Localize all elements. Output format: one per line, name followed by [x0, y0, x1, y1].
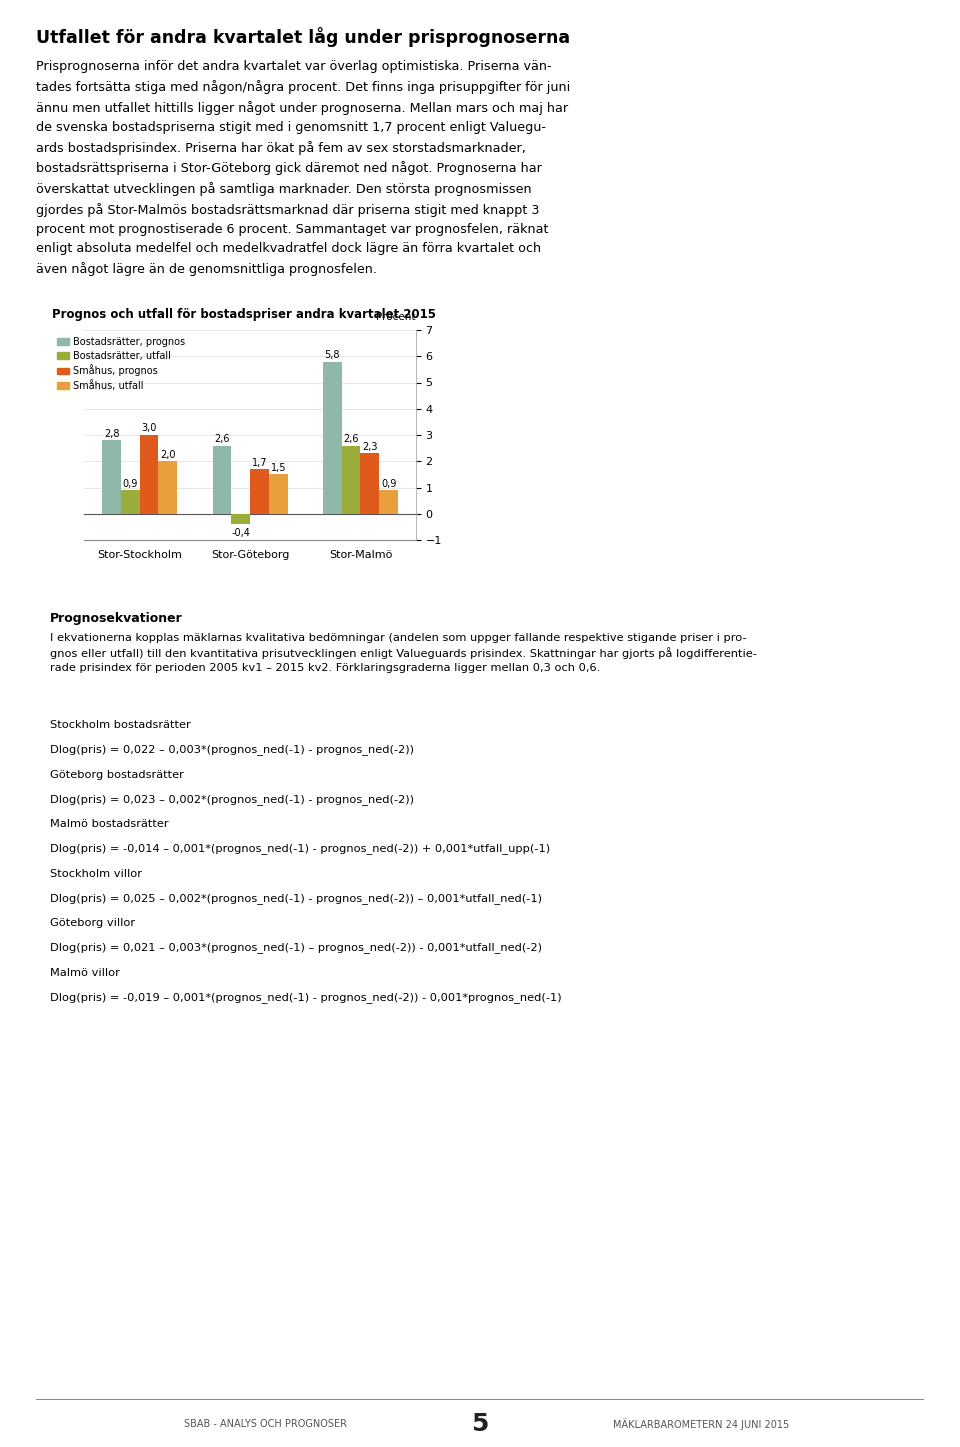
Text: Dlog(pris) = 0,022 – 0,003*(prognos_ned(-1) - prognos_ned(-2)): Dlog(pris) = 0,022 – 0,003*(prognos_ned(… [50, 744, 414, 755]
Bar [323, 362, 342, 514]
Bar [231, 514, 250, 524]
Text: 2,3: 2,3 [362, 441, 377, 451]
Text: 2,8: 2,8 [104, 428, 119, 438]
Text: Dlog(pris) = 0,025 – 0,002*(prognos_ned(-1) - prognos_ned(-2)) – 0,001*utfall_ne: Dlog(pris) = 0,025 – 0,002*(prognos_ned(… [50, 893, 541, 903]
Text: 1,5: 1,5 [271, 463, 286, 473]
Bar [121, 491, 139, 514]
Text: 2,0: 2,0 [160, 450, 176, 460]
Text: Stockholm villor: Stockholm villor [50, 870, 142, 878]
Text: 0,9: 0,9 [123, 479, 138, 489]
Text: 0,9: 0,9 [381, 479, 396, 489]
Text: I ekvationerna kopplas mäklarnas kvalitativa bedömningar (andelen som uppger fal: I ekvationerna kopplas mäklarnas kvalita… [50, 632, 756, 673]
Text: Dlog(pris) = -0,019 – 0,001*(prognos_ned(-1) - prognos_ned(-2)) - 0,001*prognos_: Dlog(pris) = -0,019 – 0,001*(prognos_ned… [50, 991, 562, 1003]
Bar [139, 436, 158, 514]
Bar [360, 453, 379, 514]
Text: 1,7: 1,7 [252, 457, 267, 467]
Text: -0,4: -0,4 [231, 528, 251, 538]
Text: MÄKLARBAROMETERN 24 JUNI 2015: MÄKLARBAROMETERN 24 JUNI 2015 [613, 1418, 789, 1430]
Bar [379, 491, 398, 514]
Bar [212, 446, 231, 514]
Text: Procent: Procent [376, 311, 416, 321]
Text: Stockholm bostadsrätter: Stockholm bostadsrätter [50, 721, 190, 731]
Text: 2,6: 2,6 [214, 434, 229, 444]
Bar [158, 462, 178, 514]
Text: Prognos och utfall för bostadspriser andra kvartalet 2015: Prognos och utfall för bostadspriser and… [53, 308, 437, 321]
Text: Göteborg bostadsrätter: Göteborg bostadsrätter [50, 770, 183, 780]
Text: Malmö villor: Malmö villor [50, 968, 120, 978]
Text: Malmö bostadsrätter: Malmö bostadsrätter [50, 819, 168, 829]
Text: SBAB - ANALYS OCH PROGNOSER: SBAB - ANALYS OCH PROGNOSER [184, 1420, 347, 1430]
Bar [250, 469, 269, 514]
Text: 5: 5 [471, 1412, 489, 1437]
Legend: Bostadsrätter, prognos, Bostadsrätter, utfall, Småhus, prognos, Småhus, utfall: Bostadsrätter, prognos, Bostadsrätter, u… [58, 337, 185, 391]
Text: Utfallet för andra kvartalet låg under prisprognoserna: Utfallet för andra kvartalet låg under p… [36, 27, 570, 46]
Text: Dlog(pris) = -0,014 – 0,001*(prognos_ned(-1) - prognos_ned(-2)) + 0,001*utfall_u: Dlog(pris) = -0,014 – 0,001*(prognos_ned… [50, 844, 550, 854]
Bar [342, 446, 360, 514]
Text: Göteborg villor: Göteborg villor [50, 919, 135, 929]
Bar [102, 440, 121, 514]
Text: 2,6: 2,6 [344, 434, 359, 444]
Text: Dlog(pris) = 0,021 – 0,003*(prognos_ned(-1) – prognos_ned(-2)) - 0,001*utfall_ne: Dlog(pris) = 0,021 – 0,003*(prognos_ned(… [50, 942, 541, 954]
Text: Dlog(pris) = 0,023 – 0,002*(prognos_ned(-1) - prognos_ned(-2)): Dlog(pris) = 0,023 – 0,002*(prognos_ned(… [50, 794, 414, 805]
Text: Prisprognoserna inför det andra kvartalet var överlag optimistiska. Priserna vän: Prisprognoserna inför det andra kvartale… [36, 59, 571, 276]
Bar [269, 475, 288, 514]
Text: 3,0: 3,0 [141, 424, 156, 434]
Text: 5,8: 5,8 [324, 350, 340, 360]
Text: Prognosekvationer: Prognosekvationer [50, 612, 182, 625]
